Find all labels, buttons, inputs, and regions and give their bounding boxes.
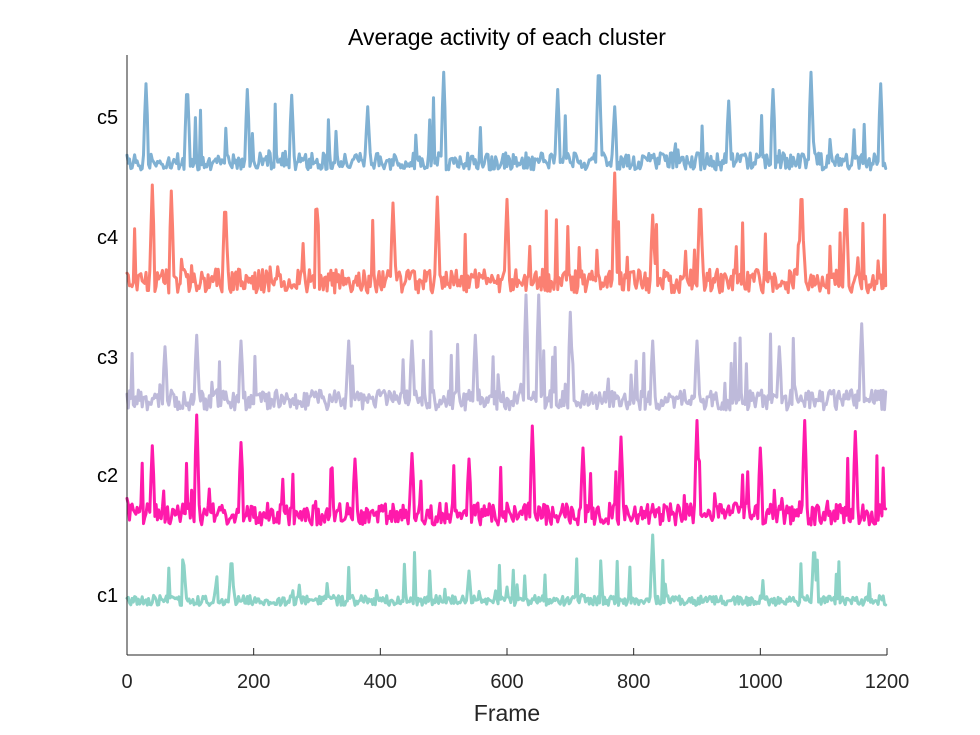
series-label-c1: c1: [97, 585, 118, 607]
x-axis-label: Frame: [474, 700, 540, 726]
series-line-c2: [125, 413, 888, 527]
series-line-c1: [125, 533, 888, 607]
series-label-c4: c4: [97, 227, 118, 249]
x-ticks: 0 200 400 600 800 1000 1200: [121, 648, 909, 693]
series-label-c2: c2: [97, 465, 118, 487]
x-tick-label: 200: [237, 671, 270, 693]
x-tick-label: 1200: [865, 671, 910, 693]
series-line-c4: [125, 171, 888, 295]
chart-title: Average activity of each cluster: [348, 24, 666, 50]
series-labels: c1 c2 c3 c4 c5: [97, 107, 118, 607]
series-label-c3: c3: [97, 347, 118, 369]
series-line-c5: [125, 70, 888, 172]
x-tick-label: 800: [617, 671, 650, 693]
series-layer: [125, 70, 888, 607]
x-tick-label: 400: [364, 671, 397, 693]
series-label-c5: c5: [97, 107, 118, 129]
x-tick-label: 0: [121, 671, 132, 693]
x-tick-label: 600: [490, 671, 523, 693]
x-tick-label: 1000: [738, 671, 783, 693]
series-line-c3: [125, 293, 888, 412]
